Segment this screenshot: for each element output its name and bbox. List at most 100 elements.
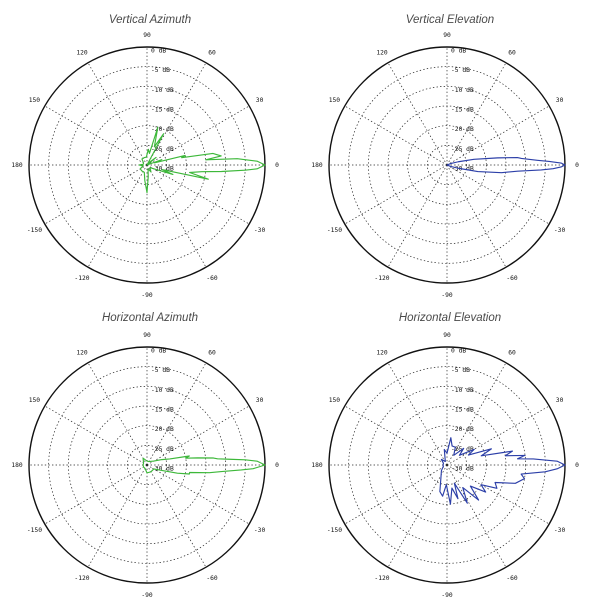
db-tick-label: -15 dB <box>451 407 474 414</box>
angle-tick-label: -30 <box>554 227 566 234</box>
angle-tick-label: 0 <box>275 162 279 169</box>
grid-spoke <box>44 405 148 466</box>
angle-tick-label: 30 <box>556 97 564 104</box>
grid-spoke <box>446 62 507 166</box>
db-tick-label: -25 dB <box>451 146 474 153</box>
grid-spoke <box>87 362 148 466</box>
db-tick-label: 0 dB <box>451 48 466 55</box>
angle-tick-label: 120 <box>76 350 88 357</box>
grid-ring <box>126 144 168 186</box>
grid-spoke <box>87 464 148 568</box>
polar-chart-vertical-azimuth: 0 30 60 90 120 150 180 -150 -120 -90 -60 -30 0 dB -5 … <box>11 32 279 299</box>
grid-spoke <box>146 164 250 225</box>
grid-ring <box>407 125 487 205</box>
angle-tick-label: -120 <box>374 575 389 582</box>
db-tick-label: 0 dB <box>151 348 166 355</box>
db-tick-label: -10 dB <box>451 87 474 94</box>
angle-tick-label: -30 <box>554 527 566 534</box>
chart-title: Horizontal Elevation <box>398 312 502 324</box>
grid-spoke <box>344 105 448 166</box>
angle-tick-label: -120 <box>74 275 89 282</box>
angle-tick-label: 60 <box>508 350 516 357</box>
angle-tick-label: 150 <box>29 397 41 404</box>
grid-spoke <box>387 62 448 166</box>
angle-tick-label: 60 <box>208 350 216 357</box>
grid-ring <box>426 444 468 486</box>
db-tick-label: 0 dB <box>151 48 166 55</box>
grid-spoke <box>44 105 148 166</box>
grid-spoke <box>446 105 550 166</box>
grid-ring <box>107 425 187 505</box>
grid-spoke <box>44 464 148 525</box>
db-tick-label: -5 dB <box>151 67 170 74</box>
chart-title: Vertical Elevation <box>405 14 495 26</box>
polar-chart-horizontal-elevation: 0 30 60 90 120 150 180 -150 -120 -90 -60 -30 0 dB -5 … <box>311 332 579 599</box>
angle-tick-label: -30 <box>254 527 266 534</box>
grid-spoke <box>446 362 507 466</box>
angle-tick-label: 90 <box>143 32 151 39</box>
db-tick-label: -15 dB <box>451 107 474 114</box>
polar-chart-vertical-elevation: 0 30 60 90 120 150 180 -150 -120 -90 -60 -30 0 dB -5 … <box>311 32 579 299</box>
db-tick-label: -15 dB <box>151 407 174 414</box>
angle-tick-label: 0 <box>575 462 579 469</box>
db-tick-label: -30 dB <box>151 466 174 473</box>
angle-tick-label: 30 <box>556 397 564 404</box>
db-tick-label: -5 dB <box>451 67 470 74</box>
db-tick-label: -30 dB <box>151 166 174 173</box>
grid-spoke <box>146 464 250 525</box>
angle-tick-label: -60 <box>506 575 518 582</box>
grid-spoke <box>146 464 207 568</box>
grid-spoke <box>387 464 448 568</box>
db-tick-label: -10 dB <box>451 387 474 394</box>
grid-spoke <box>387 362 448 466</box>
angle-tick-label: 90 <box>143 332 151 339</box>
angle-tick-label: -90 <box>141 592 153 599</box>
angle-tick-label: 0 <box>275 462 279 469</box>
angle-tick-label: 120 <box>376 50 388 57</box>
grid-spoke <box>446 464 550 525</box>
grid-ring <box>407 425 487 505</box>
polar-panel-vertical-azimuth: Vertical Azimuth 0 30 60 90 120 150 180 -150 -12… <box>0 0 300 299</box>
angle-tick-label: -90 <box>141 292 153 299</box>
grid-ring <box>426 144 468 186</box>
angle-tick-label: 60 <box>508 50 516 57</box>
db-tick-label: -20 dB <box>451 426 474 433</box>
grid-spoke <box>446 464 507 568</box>
polar-chart-horizontal-azimuth: 0 30 60 90 120 150 180 -150 -120 -90 -60 -30 0 dB -5 … <box>11 332 279 599</box>
grid-spoke <box>344 405 448 466</box>
grid-spoke <box>344 464 448 525</box>
angle-tick-label: -120 <box>74 575 89 582</box>
grid-spoke <box>446 164 507 268</box>
angle-tick-label: 180 <box>311 462 323 469</box>
db-tick-label: -25 dB <box>151 146 174 153</box>
angle-tick-label: 60 <box>208 50 216 57</box>
angle-tick-label: -30 <box>254 227 266 234</box>
db-tick-label: -5 dB <box>151 367 170 374</box>
angle-tick-label: 120 <box>376 350 388 357</box>
angle-tick-label: -60 <box>506 275 518 282</box>
polar-panel-horizontal-elevation: Horizontal Elevation 0 30 60 90 120 150 180 -15… <box>300 300 600 599</box>
angle-tick-label: -90 <box>441 592 453 599</box>
polar-panel-vertical-elevation: Vertical Elevation 0 30 60 90 120 150 180 -150 -… <box>300 0 600 299</box>
db-tick-label: -20 dB <box>451 126 474 133</box>
angle-tick-label: 0 <box>575 162 579 169</box>
db-tick-label: -5 dB <box>451 367 470 374</box>
grid-spoke <box>87 164 148 268</box>
grid-spoke <box>387 164 448 268</box>
angle-tick-label: 180 <box>11 162 23 169</box>
db-tick-label: -20 dB <box>151 426 174 433</box>
angle-tick-label: 150 <box>329 397 341 404</box>
grid-spoke <box>44 164 148 225</box>
db-tick-label: -15 dB <box>151 107 174 114</box>
angle-tick-label: -150 <box>327 227 342 234</box>
grid-spoke <box>446 405 550 466</box>
grid-ring <box>107 125 187 205</box>
angle-tick-label: -150 <box>27 227 42 234</box>
angle-tick-label: -60 <box>206 575 218 582</box>
grid-spoke <box>146 105 250 166</box>
chart-title: Vertical Azimuth <box>108 14 192 26</box>
pattern-trace <box>142 455 266 475</box>
angle-tick-label: 120 <box>76 50 88 57</box>
angle-tick-label: -150 <box>327 527 342 534</box>
grid-spoke <box>146 362 207 466</box>
